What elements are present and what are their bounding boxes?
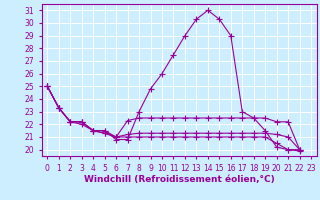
X-axis label: Windchill (Refroidissement éolien,°C): Windchill (Refroidissement éolien,°C) xyxy=(84,175,275,184)
